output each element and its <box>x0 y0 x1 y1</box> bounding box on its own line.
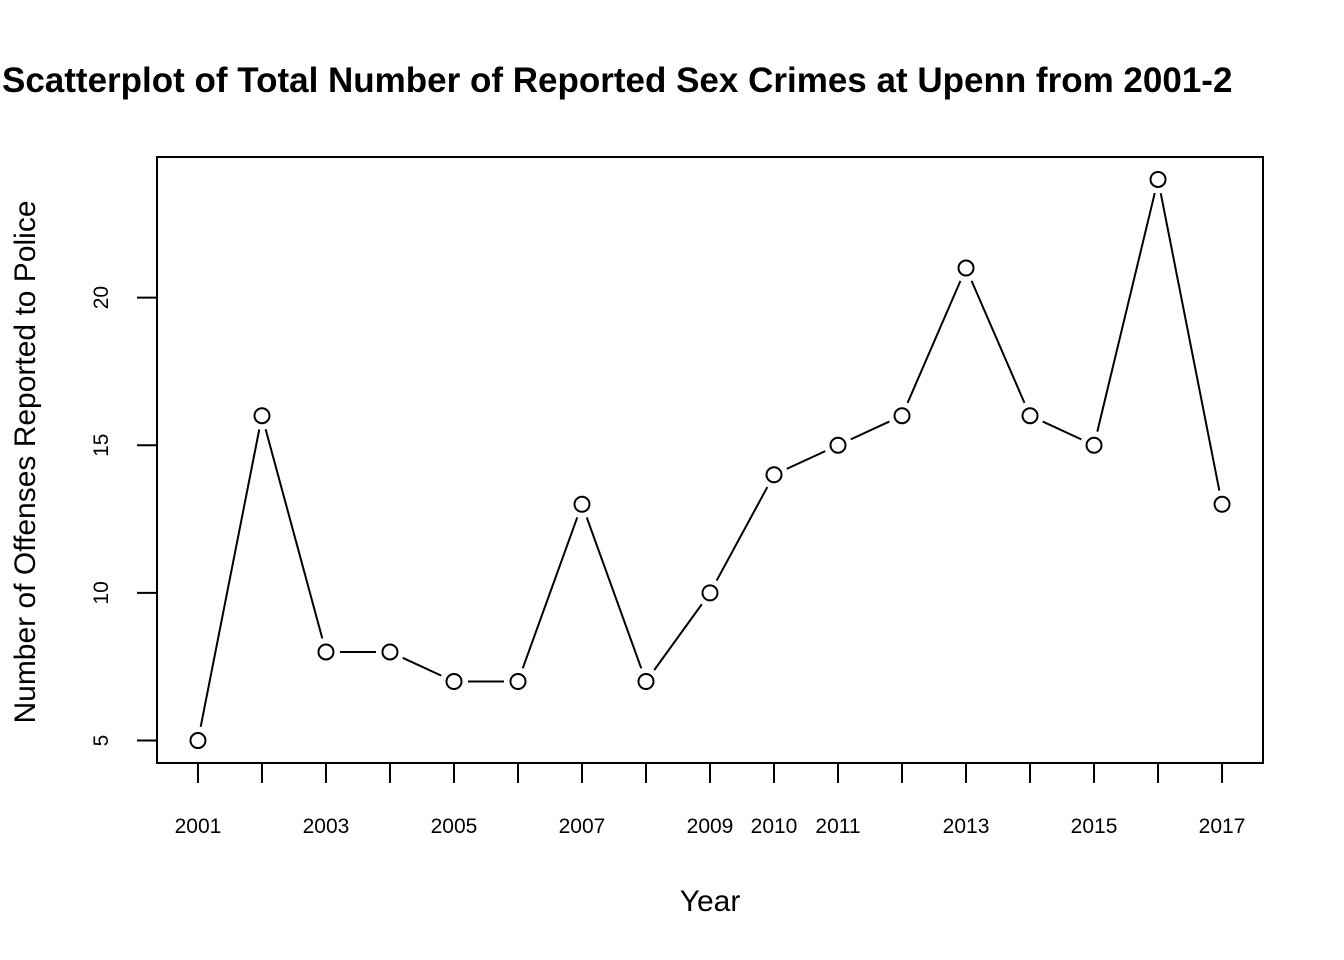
data-point <box>1149 170 1167 188</box>
data-point <box>445 672 463 690</box>
y-axis-label: Number of Offenses Reported to Police <box>9 200 42 723</box>
data-point <box>1021 407 1039 425</box>
data-point <box>957 259 975 277</box>
series-line-segment <box>1159 192 1221 491</box>
series-line-segment <box>970 280 1026 404</box>
data-point <box>1213 495 1231 513</box>
data-point <box>317 643 335 661</box>
series-line-segment <box>906 280 962 404</box>
y-tick-label: 5 <box>90 735 113 747</box>
data-point <box>573 495 591 513</box>
x-tick-label: 2009 <box>687 815 734 838</box>
series-line-segment <box>1096 192 1156 432</box>
series-line-segment <box>521 517 579 669</box>
series-line-segment <box>653 603 703 671</box>
chart-title: Scatterplot of Total Number of Reported … <box>2 61 1232 100</box>
series-points <box>189 170 1231 750</box>
y-axis: 5 10 15 20 <box>90 286 157 747</box>
x-tick-label: 2007 <box>559 815 606 838</box>
series-line-segment <box>199 429 261 728</box>
data-point <box>509 672 527 690</box>
data-point <box>701 584 719 602</box>
data-point <box>765 466 783 484</box>
data-point <box>1085 436 1103 454</box>
y-tick-label: 15 <box>90 434 113 457</box>
x-axis: 2001 2003 2005 2007 2009 2010 2011 2013 2015 2017 <box>175 763 1246 838</box>
series-line-segment <box>402 656 442 677</box>
data-point <box>189 732 207 750</box>
series-lines <box>199 192 1221 728</box>
x-tick-label: 2011 <box>815 815 860 838</box>
series-line-segment <box>850 420 890 441</box>
y-tick-label: 10 <box>90 581 113 604</box>
x-tick-label: 2010 <box>751 815 798 838</box>
data-point <box>253 407 271 425</box>
x-tick-label: 2005 <box>431 815 478 838</box>
series-line-segment <box>264 428 324 639</box>
data-point <box>829 436 847 454</box>
data-point <box>893 407 911 425</box>
series-line-segment <box>585 517 643 669</box>
data-point <box>637 672 655 690</box>
x-tick-label: 2015 <box>1071 815 1118 838</box>
y-tick-label: 20 <box>90 286 113 309</box>
x-tick-label: 2013 <box>943 815 990 838</box>
x-tick-label: 2001 <box>175 815 222 838</box>
series-line-segment <box>715 486 769 582</box>
series-line-segment <box>786 450 826 470</box>
x-tick-label: 2017 <box>1199 815 1246 838</box>
series-line-segment <box>1042 420 1082 441</box>
x-axis-label: Year <box>680 885 741 918</box>
plot-frame <box>156 156 1264 764</box>
data-point <box>381 643 399 661</box>
x-tick-label: 2003 <box>303 815 350 838</box>
